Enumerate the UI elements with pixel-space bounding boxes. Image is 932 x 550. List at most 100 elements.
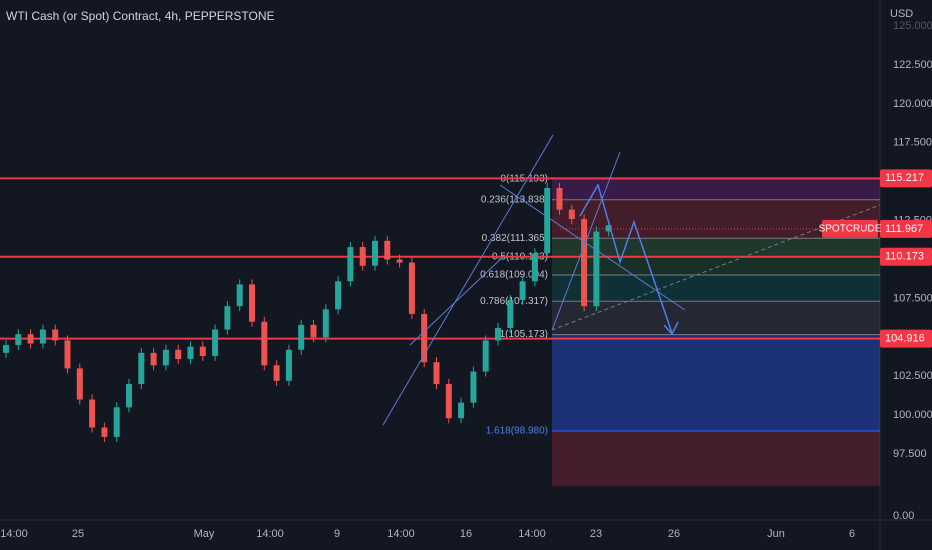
price-tag [880, 169, 932, 188]
trend-line [551, 151, 621, 331]
price-tag-label: 111.967 [885, 223, 923, 235]
time-tick-label: 14:00 [256, 528, 284, 540]
time-tick-label: 14:00 [518, 528, 546, 540]
candle-body [162, 349, 169, 366]
stop-zone [552, 430, 880, 486]
candle-body [544, 187, 551, 254]
candle-body [347, 247, 354, 282]
time-tick-label: 14:00 [0, 528, 28, 540]
time-tick-label: May [194, 528, 215, 540]
drawings [382, 134, 881, 426]
candle-body [298, 324, 305, 350]
candle-body [199, 346, 206, 356]
fib-label: 1(105.173) [500, 329, 548, 340]
candle-body [187, 346, 194, 360]
candle-body [89, 399, 96, 428]
candle-body [433, 362, 440, 384]
candle-body [3, 345, 9, 353]
candle-body [175, 349, 182, 360]
price-tick-label: 125.000 [893, 20, 932, 32]
fib-band [552, 256, 880, 275]
price-tag-label: 115.217 [885, 172, 924, 184]
price-tick-label: 117.500 [893, 137, 932, 149]
candle-body [495, 327, 501, 341]
candle-body [322, 309, 329, 338]
volume-label: 0.00 [893, 510, 914, 522]
candle-body [224, 306, 231, 330]
time-tick-label: 9 [334, 528, 340, 540]
candle-body [556, 187, 563, 210]
fib-label: 0.786(107.317) [480, 296, 548, 307]
symbol-tag [822, 219, 878, 238]
candle-body [568, 209, 575, 220]
candle-body [101, 427, 108, 437]
symbol-title: WTI Cash (or Spot) Contract, 4h, PEPPERS… [6, 9, 275, 23]
candle-body [138, 352, 145, 384]
candle-body [408, 262, 415, 314]
time-tick-label: 16 [460, 528, 472, 540]
candle-body [64, 340, 71, 369]
candle-body [372, 240, 378, 266]
candle-body [249, 284, 255, 322]
price-tag-label: 110.173 [885, 251, 924, 263]
candle-body [445, 383, 452, 419]
candle-body [507, 299, 514, 328]
fib-label: 0.618(109.004) [480, 270, 548, 281]
time-tick-label: Jun [767, 528, 785, 540]
candle-body [27, 334, 34, 344]
candle-body [261, 321, 268, 366]
price-tick-label: 102.500 [893, 370, 932, 382]
trend-line [499, 184, 686, 311]
candle-body [15, 334, 22, 346]
candle-body [396, 259, 403, 263]
fib-label: 0.382(111.365) [482, 233, 548, 244]
candle-body [470, 371, 477, 403]
candle-body [605, 225, 612, 232]
time-tick-label: 23 [590, 528, 602, 540]
candle-body [52, 329, 59, 341]
candle-body [384, 240, 391, 260]
price-tag [880, 329, 932, 348]
trend-line [409, 254, 506, 346]
candle-body [285, 349, 292, 381]
price-tick-label: 122.500 [893, 59, 932, 71]
price-tag [880, 247, 932, 266]
projection-path [579, 183, 673, 334]
price-tick-label: 100.000 [893, 409, 932, 421]
candle-body [359, 247, 366, 266]
candle-body [581, 219, 588, 307]
candle-body [150, 352, 157, 366]
candle-body [519, 281, 526, 300]
candle-body [458, 402, 465, 419]
fib-band [552, 301, 880, 335]
candle-body [126, 383, 132, 408]
fib-label: 1.618(98.980) [486, 426, 548, 437]
candle-body [76, 368, 83, 400]
fib-band [552, 238, 880, 257]
trend-line [382, 134, 554, 426]
symbol-tag-label: SPOTCRUDE [819, 224, 882, 235]
candle-body [593, 231, 600, 307]
candle-body [531, 253, 538, 282]
candle-body [236, 284, 243, 307]
candle-body [335, 281, 342, 310]
dashed-line [551, 204, 881, 331]
candle-body [310, 324, 317, 338]
currency: USD [890, 8, 913, 20]
candle-body [421, 313, 428, 363]
time-tick-label: 14:00 [387, 528, 415, 540]
fib-band [552, 334, 880, 431]
time-tick-label: 25 [72, 528, 84, 540]
candle-body [273, 365, 280, 381]
projection-arrow [663, 321, 679, 336]
candle-body [39, 329, 46, 344]
candle-body [113, 407, 120, 437]
price-tick-label: 107.500 [893, 292, 932, 304]
fib-band [552, 274, 880, 302]
candle-body [212, 329, 219, 356]
price-tag-label: 104.916 [885, 333, 925, 345]
fib-band [552, 178, 880, 200]
price-tick-label: 97.500 [893, 448, 927, 460]
candle-body [482, 340, 489, 372]
